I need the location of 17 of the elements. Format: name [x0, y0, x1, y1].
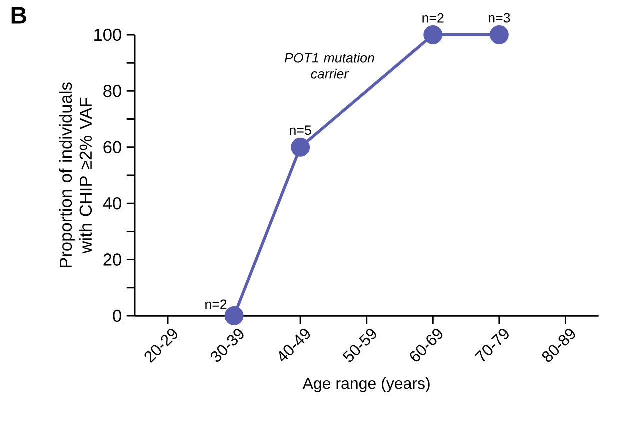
point — [291, 138, 310, 157]
y-tick-label: 40 — [103, 197, 122, 210]
y-tick-label: 0 — [113, 310, 122, 322]
point — [490, 26, 509, 44]
y-axis-title: Proportion of individuals with CHIP ≥2% VAF — [59, 82, 92, 268]
annotation: n=2 — [422, 13, 444, 23]
annotation: n=5 — [290, 126, 312, 136]
annotation: n=3 — [488, 13, 510, 23]
annotation: n=2 — [206, 300, 227, 310]
point — [424, 26, 443, 44]
chart-title: B — [12, 7, 27, 24]
x-axis-title: Age range (years) — [302, 377, 430, 392]
y-tick-label: 100 — [94, 28, 122, 42]
y-tick-label: 60 — [104, 141, 122, 154]
annotation: POT1 mutation carrier — [284, 53, 374, 79]
y-tick-label: 20 — [104, 254, 122, 266]
y-tick-label: 80 — [104, 85, 122, 98]
